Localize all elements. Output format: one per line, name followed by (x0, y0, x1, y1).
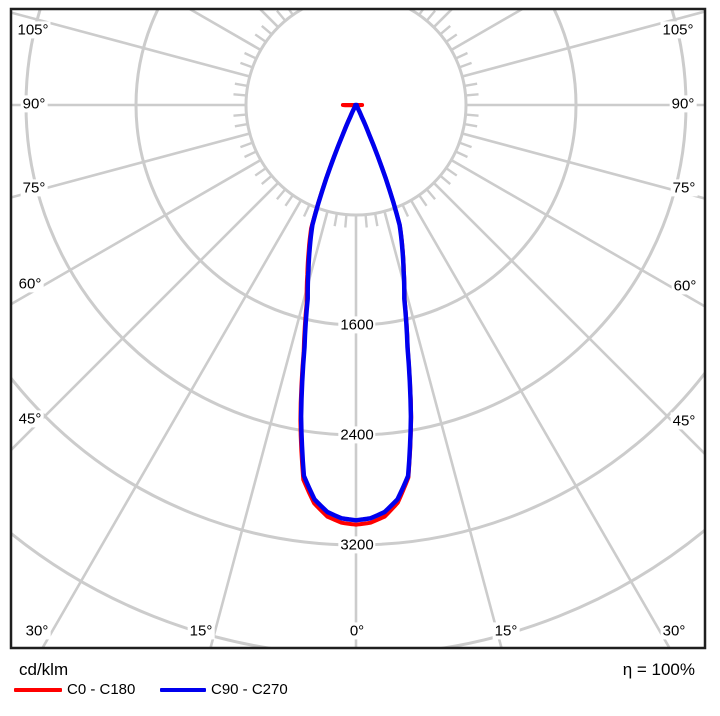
angle-label-left: 90° (20, 95, 48, 113)
grid-tick (464, 82, 478, 88)
grid-tick (464, 122, 478, 128)
grid-spoke (12, 132, 251, 199)
grid-tick (302, 204, 311, 217)
grid-spoke (461, 132, 704, 200)
grid-tick (445, 33, 458, 43)
legend-label-c90-c270: C90 - C270 (211, 681, 288, 698)
grid-tick (394, 0, 398, 2)
grid-tick (439, 174, 451, 185)
legend-swatch-c0-c180 (14, 688, 62, 692)
angle-label-right: 45° (670, 412, 698, 430)
grid-spoke (12, 158, 262, 306)
plot-border (9, 7, 707, 650)
grid-tick (233, 113, 247, 117)
radial-value-label: 1600 (338, 316, 376, 334)
grid-spoke (209, 210, 329, 647)
grid-tick (261, 25, 273, 36)
grid-tick (288, 10, 294, 16)
grid-tick (240, 141, 254, 149)
angle-label-zero: 0° (347, 622, 367, 640)
grid-tick (234, 122, 248, 128)
grid-tick (455, 51, 468, 60)
angle-label-right: 15° (492, 622, 520, 640)
grid-tick (418, 10, 424, 16)
grid-spoke (432, 181, 704, 455)
grid-tick (314, 0, 318, 2)
grid-tick (458, 61, 472, 69)
grid-tick (254, 167, 267, 177)
grid-tick (425, 10, 436, 22)
grid-tick (244, 150, 257, 159)
grid-tick (284, 194, 294, 207)
radial-value-label: 2400 (338, 426, 376, 444)
grid-tick (418, 194, 428, 207)
grid-tick (344, 214, 348, 228)
angle-label-left: 105° (15, 21, 51, 39)
radial-value-label: 3200 (338, 536, 376, 554)
angle-label-right: 75° (670, 179, 698, 197)
legend-label-c0-c180: C0 - C180 (67, 681, 136, 698)
grid-tick (455, 150, 468, 159)
grid-tick (276, 188, 287, 200)
grid-tick (234, 82, 248, 88)
angle-label-right: 30° (660, 622, 688, 640)
angle-label-left: 15° (187, 622, 215, 640)
grid-spoke (12, 11, 251, 78)
grid-tick (233, 93, 247, 97)
grid-tick (465, 113, 479, 117)
units-label: cd/klm (19, 660, 69, 679)
intensity-curves (298, 102, 414, 527)
grid-tick (425, 188, 436, 200)
angle-label-left: 75° (20, 179, 48, 197)
grid-spoke (41, 199, 303, 647)
grid-spoke (409, 199, 671, 647)
angle-label-right: 105° (660, 21, 696, 39)
grid-spoke (383, 210, 503, 647)
grid-tick (304, 0, 309, 5)
grid-circle-3200 (12, 371, 704, 547)
efficiency-label: η = 100% (622, 660, 695, 679)
grid-tick (254, 33, 267, 43)
grid-tick (244, 51, 257, 60)
angle-label-left: 45° (16, 410, 44, 428)
legend-swatch-c90-c270 (160, 688, 206, 692)
angle-label-left: 60° (16, 275, 44, 293)
angle-label-right: 60° (671, 277, 699, 295)
grid-tick (373, 213, 379, 227)
grid-tick (458, 141, 472, 149)
grid-spoke (450, 158, 704, 308)
grid-spoke (461, 10, 704, 78)
grid-tick (402, 0, 407, 5)
angle-label-right: 90° (669, 95, 697, 113)
grid-spoke (12, 181, 280, 451)
grid-tick (439, 25, 451, 36)
grid-tick (240, 61, 254, 69)
grid-tick (401, 204, 410, 217)
angle-label-left: 30° (23, 622, 51, 640)
grid-tick (465, 93, 479, 97)
grid-tick (445, 167, 458, 177)
grid-tick (276, 10, 287, 22)
grid-tick (333, 213, 339, 227)
curve-c90-c270 (298, 102, 414, 523)
grid-tick (364, 214, 368, 228)
grid-tick (261, 174, 273, 185)
